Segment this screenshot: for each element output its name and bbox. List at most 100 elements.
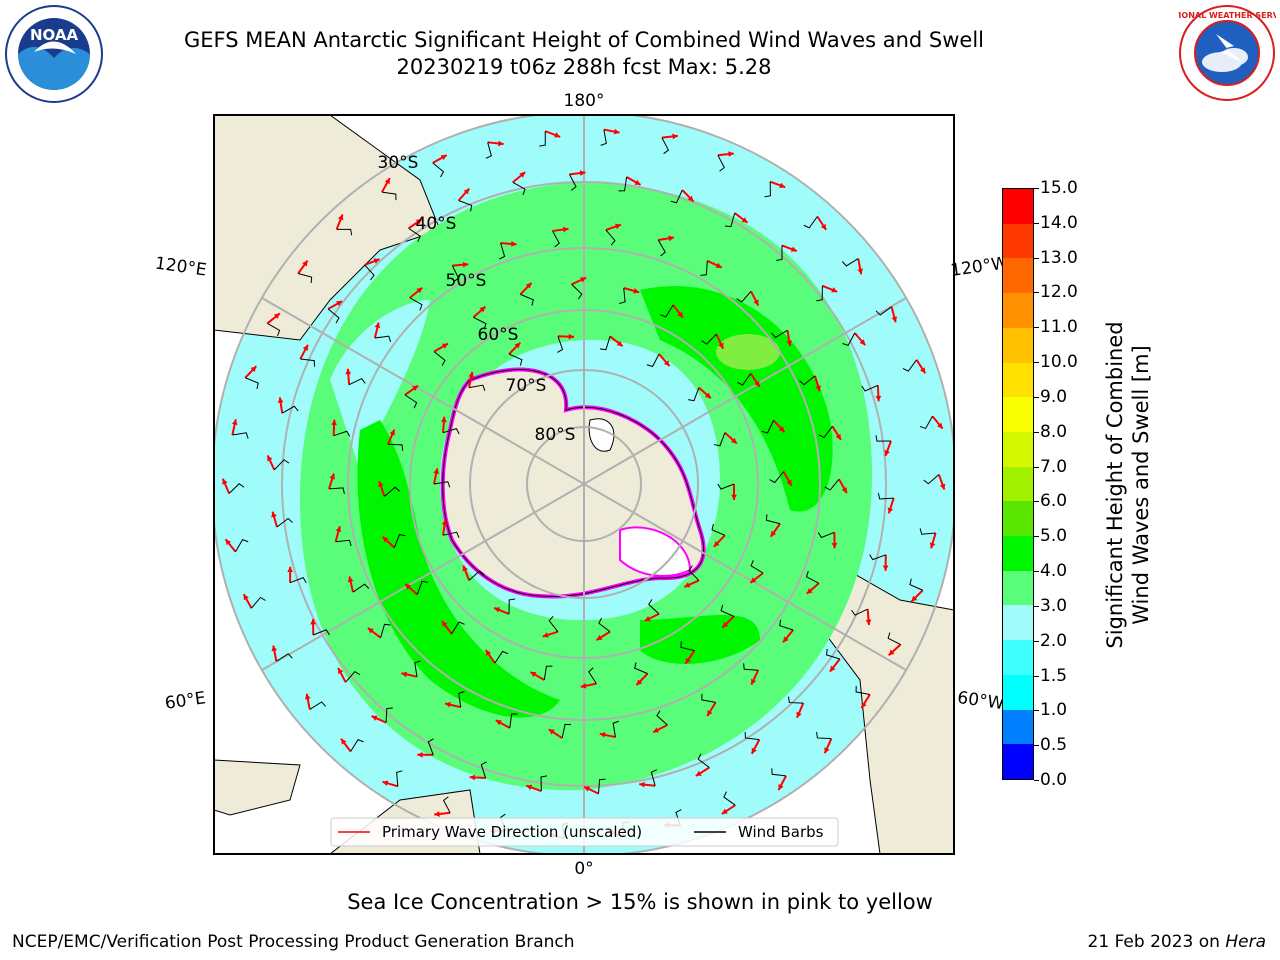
wave-arrow-head bbox=[653, 727, 660, 733]
wind-barb bbox=[384, 486, 400, 497]
colorbar-tick-label: 0.0 bbox=[1033, 770, 1068, 790]
wave-arrow-head bbox=[412, 385, 419, 392]
wind-barb bbox=[348, 377, 366, 386]
wind-barb bbox=[329, 487, 345, 494]
wave-arrow-head bbox=[382, 780, 389, 787]
wave-arrow-head bbox=[373, 258, 380, 264]
wind-barb bbox=[909, 578, 923, 591]
wave-arrow-head bbox=[882, 565, 889, 571]
wave-arrow-head bbox=[786, 479, 792, 486]
wave-arrow-head bbox=[494, 607, 501, 613]
wind-barb bbox=[919, 415, 933, 430]
wave-arrow-head bbox=[596, 634, 603, 641]
wind-barb bbox=[297, 273, 313, 284]
noaa-logo: NOAA bbox=[5, 5, 103, 103]
wave-arrow-head bbox=[750, 577, 757, 583]
wind-barb bbox=[618, 176, 628, 192]
wind-barb bbox=[433, 351, 446, 366]
wave-arrow-head bbox=[222, 478, 228, 485]
wind-barb bbox=[442, 796, 451, 814]
wave-arrow-head bbox=[750, 678, 757, 685]
wave-arrow-head bbox=[672, 133, 678, 140]
wind-barb bbox=[561, 723, 572, 739]
nws-logo-text: NATIONAL WEATHER SERVICE bbox=[1178, 11, 1276, 20]
colorbar-segment bbox=[1003, 431, 1033, 467]
wave-band-4-5m-west bbox=[357, 420, 560, 718]
wave-arrow-head bbox=[937, 422, 943, 429]
wind-barb bbox=[235, 539, 249, 553]
wind-barb bbox=[508, 598, 516, 614]
wave-arrow-head bbox=[778, 784, 784, 791]
wind-barb bbox=[788, 696, 804, 704]
wind-barb bbox=[309, 701, 327, 710]
wave-arrow-head bbox=[633, 288, 640, 294]
madagascar-land bbox=[214, 759, 301, 816]
wind-barb bbox=[599, 336, 611, 351]
chart-subtitle: 20230219 t06z 288h fcst Max: 5.28 bbox=[396, 55, 772, 79]
colorbar bbox=[1002, 188, 1034, 780]
colorbar-label-line2: Wind Waves and Swell [m] bbox=[1129, 345, 1153, 625]
wave-arrow-head bbox=[783, 636, 789, 643]
wave-arrow-head bbox=[267, 455, 273, 462]
colorbar-segment bbox=[1003, 744, 1033, 779]
wave-arrow-head bbox=[786, 340, 793, 347]
wave-arrow-head bbox=[277, 397, 284, 404]
legend-primary-wave: Primary Wave Direction (unscaled) bbox=[382, 823, 642, 841]
wind-barb bbox=[744, 731, 760, 741]
colorbar-tick-label: 5.0 bbox=[1033, 526, 1068, 547]
wave-arrow-head bbox=[378, 481, 384, 488]
wave-arrow-head bbox=[462, 261, 469, 268]
wave-arrow-head bbox=[302, 344, 308, 351]
wind-barb bbox=[717, 483, 735, 490]
wind-barb bbox=[600, 129, 607, 146]
wave-arrow-head bbox=[831, 543, 838, 549]
wave-arrow-head bbox=[704, 392, 711, 399]
wind-barb bbox=[442, 428, 460, 435]
wind-barb bbox=[842, 332, 856, 346]
legend-wind-barbs: Wind Barbs bbox=[738, 823, 824, 841]
wind-barb bbox=[660, 304, 674, 318]
wave-arrow-head bbox=[526, 784, 533, 791]
wind-barb bbox=[724, 212, 736, 228]
wind-barb bbox=[902, 359, 917, 372]
colorbar-segment bbox=[1003, 293, 1033, 328]
wind-barb bbox=[771, 329, 788, 339]
wave-arrow-head bbox=[468, 371, 475, 378]
wave-arrow-head bbox=[835, 433, 841, 440]
wave-arrow-head bbox=[331, 419, 337, 426]
wave-arrow-head bbox=[498, 140, 504, 147]
wind-barb bbox=[841, 258, 859, 267]
wave-arrow-head bbox=[367, 628, 374, 634]
wind-barb bbox=[799, 375, 816, 386]
wave-arrow-head bbox=[225, 539, 232, 546]
wave-arrow-head bbox=[231, 419, 238, 426]
wave-arrow-head bbox=[345, 368, 352, 375]
wind-barb bbox=[451, 265, 460, 283]
wind-barb bbox=[713, 432, 726, 447]
wind-barb bbox=[300, 358, 316, 367]
wind-barb bbox=[539, 131, 546, 147]
wind-barb bbox=[765, 514, 781, 525]
wind-barb bbox=[442, 531, 460, 538]
wind-barb bbox=[776, 245, 783, 261]
wave-arrow-head bbox=[384, 178, 390, 185]
wind-barb bbox=[851, 608, 868, 616]
wind-barb bbox=[688, 387, 700, 402]
wave-arrow-head bbox=[441, 519, 448, 526]
wind-barb bbox=[887, 632, 901, 646]
wave-arrow-head bbox=[613, 128, 620, 135]
wind-barb bbox=[485, 142, 492, 159]
wind-barb bbox=[700, 260, 708, 276]
wave-arrow-head bbox=[530, 671, 537, 678]
wind-barb bbox=[769, 471, 785, 484]
wave-arrow-head bbox=[442, 621, 448, 628]
wave-arrow-head bbox=[857, 268, 864, 275]
wave-arrow-head bbox=[859, 339, 866, 346]
wave-arrow-head bbox=[599, 732, 606, 738]
colorbar-tick-label: 7.0 bbox=[1033, 456, 1068, 477]
wave-band-4-5m-east bbox=[640, 286, 833, 512]
wave-arrow-head bbox=[580, 682, 587, 689]
wave-arrow-head bbox=[615, 223, 621, 230]
colorbar-segment bbox=[1003, 570, 1033, 606]
lon-label-60e: 60°E bbox=[164, 688, 207, 713]
